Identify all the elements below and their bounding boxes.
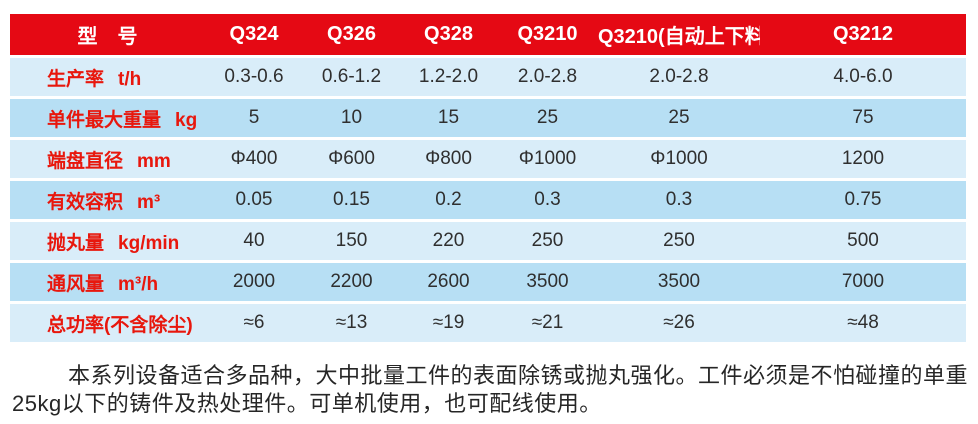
spec-table: 型 号 Q324 Q326 Q328 Q3210 Q3210(自动上下料) Q3… bbox=[10, 11, 966, 345]
table-cell: 0.2 bbox=[400, 181, 497, 219]
table-cell: Φ400 bbox=[205, 140, 303, 178]
table-cell: 10 bbox=[303, 99, 400, 137]
row-label-cell: 端盘直径 mm bbox=[10, 140, 205, 178]
row-label: 有效容积 bbox=[47, 191, 124, 213]
table-cell: 0.3 bbox=[497, 181, 598, 219]
row-label-cell: 通风量 m³/h bbox=[10, 263, 205, 301]
table-cell: 250 bbox=[598, 222, 760, 260]
table-cell: 15 bbox=[400, 99, 497, 137]
header-model-label: 型 号 bbox=[10, 14, 205, 55]
table-cell: 0.6-1.2 bbox=[303, 58, 400, 96]
table-cell: Φ800 bbox=[400, 140, 497, 178]
table-cell: 0.3-0.6 bbox=[205, 58, 303, 96]
row-label: 抛丸量 bbox=[47, 232, 105, 254]
table-cell: 2200 bbox=[303, 263, 400, 301]
table-cell: ≈48 bbox=[760, 304, 966, 342]
header-model-q326: Q326 bbox=[303, 14, 400, 55]
row-label: 端盘直径 bbox=[47, 150, 124, 172]
table-row-total-power: 总功率(不含除尘) ≈6 ≈13 ≈19 ≈21 ≈26 ≈48 bbox=[10, 304, 966, 342]
table-cell: 1200 bbox=[760, 140, 966, 178]
table-cell: 2.0-2.8 bbox=[598, 58, 760, 96]
table-cell: 25 bbox=[497, 99, 598, 137]
row-label: 通风量 bbox=[47, 273, 105, 295]
row-label: 总功率(不含除尘) bbox=[47, 314, 193, 336]
table-cell: 0.15 bbox=[303, 181, 400, 219]
row-unit: m³/h bbox=[118, 273, 159, 295]
table-cell: 5 bbox=[205, 99, 303, 137]
table-cell: 2.0-2.8 bbox=[497, 58, 598, 96]
table-row-end-disk-diameter: 端盘直径 mm Φ400 Φ600 Φ800 Φ1000 Φ1000 1200 bbox=[10, 140, 966, 178]
row-unit: kg bbox=[175, 109, 198, 131]
table-cell: 3500 bbox=[598, 263, 760, 301]
table-cell: 3500 bbox=[497, 263, 598, 301]
table-cell: ≈19 bbox=[400, 304, 497, 342]
table-cell: 220 bbox=[400, 222, 497, 260]
header-model-q3210: Q3210 bbox=[497, 14, 598, 55]
description-paragraph: 本系列设备适合多品种，大中批量工件的表面除锈或抛丸强化。工件必须是不怕碰撞的单重… bbox=[12, 362, 969, 418]
table-cell: 7000 bbox=[760, 263, 966, 301]
table-cell: Φ1000 bbox=[598, 140, 760, 178]
table-cell: 150 bbox=[303, 222, 400, 260]
table-cell: 0.05 bbox=[205, 181, 303, 219]
header-model-q3210-auto: Q3210(自动上下料) bbox=[598, 14, 760, 55]
row-unit: t/h bbox=[118, 68, 142, 90]
table-row-effective-volume: 有效容积 m³ 0.05 0.15 0.2 0.3 0.3 0.75 bbox=[10, 181, 966, 219]
description-line-2: 25kg以下的铸件及热处理件。可单机使用，也可配线使用。 bbox=[12, 391, 602, 416]
table-cell: Φ600 bbox=[303, 140, 400, 178]
header-model-q3212: Q3212 bbox=[760, 14, 966, 55]
row-label: 生产率 bbox=[47, 68, 105, 90]
row-unit: mm bbox=[137, 150, 171, 172]
row-label-cell: 总功率(不含除尘) bbox=[10, 304, 205, 342]
header-model-q324: Q324 bbox=[205, 14, 303, 55]
table-cell: 40 bbox=[205, 222, 303, 260]
row-unit: m³ bbox=[137, 191, 161, 213]
table-cell: 75 bbox=[760, 99, 966, 137]
table-cell: ≈26 bbox=[598, 304, 760, 342]
table-cell: ≈21 bbox=[497, 304, 598, 342]
table-cell: 500 bbox=[760, 222, 966, 260]
table-cell: 0.75 bbox=[760, 181, 966, 219]
table-header-row: 型 号 Q324 Q326 Q328 Q3210 Q3210(自动上下料) Q3… bbox=[10, 14, 966, 55]
table-cell: 250 bbox=[497, 222, 598, 260]
table-cell: 0.3 bbox=[598, 181, 760, 219]
row-label-cell: 有效容积 m³ bbox=[10, 181, 205, 219]
table-cell: 1.2-2.0 bbox=[400, 58, 497, 96]
table-cell: 2600 bbox=[400, 263, 497, 301]
table-cell: 25 bbox=[598, 99, 760, 137]
row-label-cell: 抛丸量 kg/min bbox=[10, 222, 205, 260]
table-row-shot-flow: 抛丸量 kg/min 40 150 220 250 250 500 bbox=[10, 222, 966, 260]
table-cell: 4.0-6.0 bbox=[760, 58, 966, 96]
description-line-1: 本系列设备适合多品种，大中批量工件的表面除锈或抛丸强化。工件必须是不怕碰撞的单重 bbox=[68, 363, 969, 388]
table-cell: 2000 bbox=[205, 263, 303, 301]
header-model-q328: Q328 bbox=[400, 14, 497, 55]
row-unit: kg/min bbox=[118, 232, 180, 254]
table-cell: Φ1000 bbox=[497, 140, 598, 178]
table-row-max-piece-weight: 单件最大重量 kg 5 10 15 25 25 75 bbox=[10, 99, 966, 137]
row-label-cell: 生产率 t/h bbox=[10, 58, 205, 96]
table-cell: ≈6 bbox=[205, 304, 303, 342]
table-cell: ≈13 bbox=[303, 304, 400, 342]
table-row-production-rate: 生产率 t/h 0.3-0.6 0.6-1.2 1.2-2.0 2.0-2.8 2… bbox=[10, 58, 966, 96]
row-label-cell: 单件最大重量 kg bbox=[10, 99, 205, 137]
table-row-ventilation: 通风量 m³/h 2000 2200 2600 3500 3500 7000 bbox=[10, 263, 966, 301]
row-label: 单件最大重量 bbox=[47, 109, 162, 131]
